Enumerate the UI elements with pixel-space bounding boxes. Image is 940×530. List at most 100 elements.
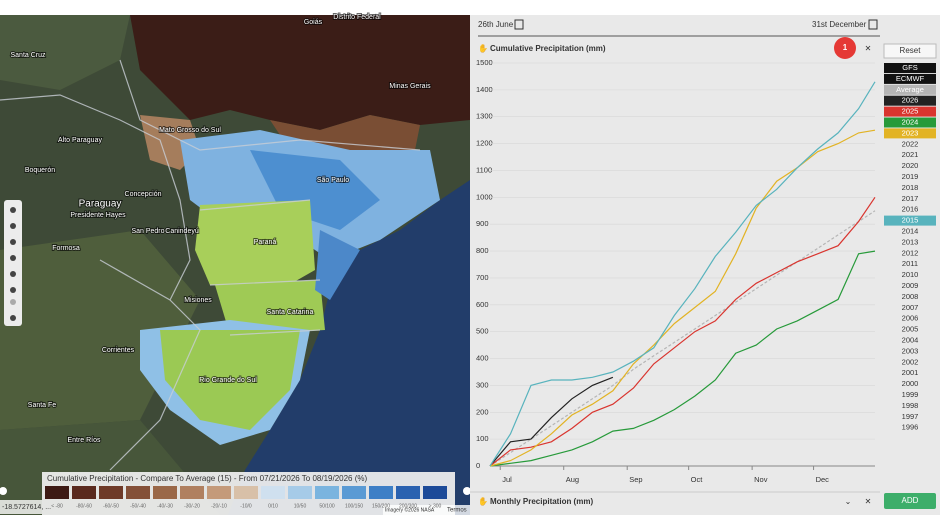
y-tick-label: 600: [476, 300, 489, 309]
selector-button[interactable]: 2002: [902, 357, 919, 366]
map-toolbar[interactable]: [4, 200, 22, 326]
y-tick-label: 900: [476, 219, 489, 228]
selector-button[interactable]: 2025: [902, 107, 919, 116]
map-label: Goiás: [304, 19, 323, 26]
map-label: San Pedro: [131, 228, 164, 235]
selector-button[interactable]: 2016: [902, 205, 919, 214]
selector-button[interactable]: 2011: [902, 259, 918, 268]
x-tick-label: Oct: [691, 475, 704, 484]
reset-button[interactable]: [883, 43, 937, 59]
map-label: Concepción: [125, 191, 162, 198]
selector-button[interactable]: 2007: [902, 303, 919, 312]
selector-button-bg[interactable]: [884, 84, 936, 95]
selector-button[interactable]: 1999: [902, 390, 919, 399]
selector-button[interactable]: 2015: [902, 216, 919, 225]
legend-bin-label: 0/10: [268, 503, 278, 509]
selector-button[interactable]: 2003: [902, 346, 919, 355]
selector-button[interactable]: 2013: [902, 237, 919, 246]
calendar-icon[interactable]: [868, 19, 878, 30]
y-tick-label: 300: [476, 380, 489, 389]
x-tick-label: Sep: [629, 475, 642, 484]
selector-button[interactable]: 2019: [902, 172, 919, 181]
selector-button[interactable]: ECMWF: [896, 74, 925, 83]
selector-button[interactable]: 2026: [902, 96, 919, 105]
series-line: [489, 196, 876, 467]
y-tick-label: 1500: [476, 58, 493, 67]
selector-button-bg[interactable]: [884, 73, 936, 84]
selector-button[interactable]: 2017: [902, 194, 919, 203]
selector-button-bg[interactable]: [884, 106, 936, 117]
selector-button[interactable]: 2023: [902, 128, 919, 137]
panel-title: Cumulative Precipitation (mm): [490, 44, 606, 53]
badge: [834, 37, 856, 59]
legend-swatch: [99, 486, 123, 499]
selector-button-bg[interactable]: [884, 215, 936, 226]
selector-button[interactable]: 1998: [902, 401, 919, 410]
x-tick-label: Dec: [816, 475, 830, 484]
legend-swatch: [369, 486, 393, 499]
selector-button[interactable]: 2014: [902, 226, 919, 235]
legend-bin-label: 50/100: [319, 503, 335, 509]
selector-button[interactable]: 2008: [902, 292, 919, 301]
close-button[interactable]: ✕: [865, 44, 872, 53]
legend-bin-label: -10/0: [240, 503, 252, 509]
selector-button[interactable]: 2006: [902, 314, 919, 323]
map-label: São Paulo: [317, 177, 349, 184]
selector-button[interactable]: 2000: [902, 379, 919, 388]
end-date[interactable]: 31st December: [812, 20, 867, 29]
selector-button[interactable]: 2001: [902, 368, 919, 377]
y-tick-label: 1300: [476, 112, 493, 121]
selector-button[interactable]: 2009: [902, 281, 919, 290]
selector-button[interactable]: 2021: [902, 150, 919, 159]
panel: [470, 15, 940, 515]
map-label: Entre Ríos: [67, 437, 101, 444]
start-date[interactable]: 26th June: [478, 20, 514, 29]
add-label[interactable]: ADD: [902, 496, 919, 505]
selector-button[interactable]: GFS: [902, 63, 917, 72]
map-scroll-left[interactable]: [0, 487, 7, 495]
selector-button[interactable]: 2020: [902, 161, 919, 170]
map-label: Canindeyú: [165, 228, 199, 235]
drag-handle[interactable]: ✋: [478, 496, 488, 506]
series-line: [489, 210, 876, 467]
selector-button[interactable]: 2005: [902, 325, 919, 334]
selector-button[interactable]: 1996: [902, 423, 919, 432]
map-label: Mato Grosso do Sul: [159, 127, 221, 134]
selector-button[interactable]: 1997: [902, 412, 919, 421]
map-label: Santa Catarina: [267, 309, 314, 316]
close-button[interactable]: ✕: [865, 497, 872, 506]
selector-button[interactable]: 2010: [902, 270, 919, 279]
expand-button[interactable]: ⌄: [845, 497, 852, 506]
reset-label[interactable]: Reset: [900, 46, 922, 55]
selector-button-bg[interactable]: [884, 117, 936, 128]
badge-number: 1: [843, 43, 848, 52]
legend-swatch: [126, 486, 150, 499]
map-scroll-right[interactable]: [463, 487, 471, 495]
selector-button[interactable]: 2024: [902, 117, 919, 126]
add-button[interactable]: [884, 493, 936, 509]
legend-bin-label: > 300: [429, 503, 442, 509]
x-tick-label: Nov: [754, 475, 768, 484]
selector-button[interactable]: 2018: [902, 183, 919, 192]
legend-swatch: [396, 486, 420, 499]
selector-button-bg[interactable]: [884, 63, 936, 73]
calendar-icon[interactable]: [514, 19, 524, 30]
selector-button-bg[interactable]: [884, 128, 936, 139]
drag-handle[interactable]: ✋: [478, 43, 488, 53]
coordinates: -18.5727614, ...: [2, 504, 51, 511]
legend-swatch: [180, 486, 204, 499]
legend-bin-label: -80/-60: [76, 503, 92, 509]
selector-button-bg[interactable]: [884, 95, 936, 106]
map-label: Misiones: [184, 297, 212, 304]
selector-button[interactable]: 2012: [902, 248, 919, 257]
selector-button[interactable]: 2022: [902, 139, 919, 148]
map-label: Formosa: [52, 245, 80, 252]
selector-button[interactable]: 2004: [902, 335, 919, 344]
map[interactable]: [0, 15, 471, 515]
y-tick-label: 200: [476, 407, 489, 416]
y-tick-label: 1000: [476, 192, 493, 201]
terms[interactable]: Termos: [447, 508, 467, 514]
legend-bin-label: -50/-40: [130, 503, 146, 509]
selector-button[interactable]: Average: [896, 85, 924, 94]
map-label: Presidente Hayes: [70, 212, 126, 219]
